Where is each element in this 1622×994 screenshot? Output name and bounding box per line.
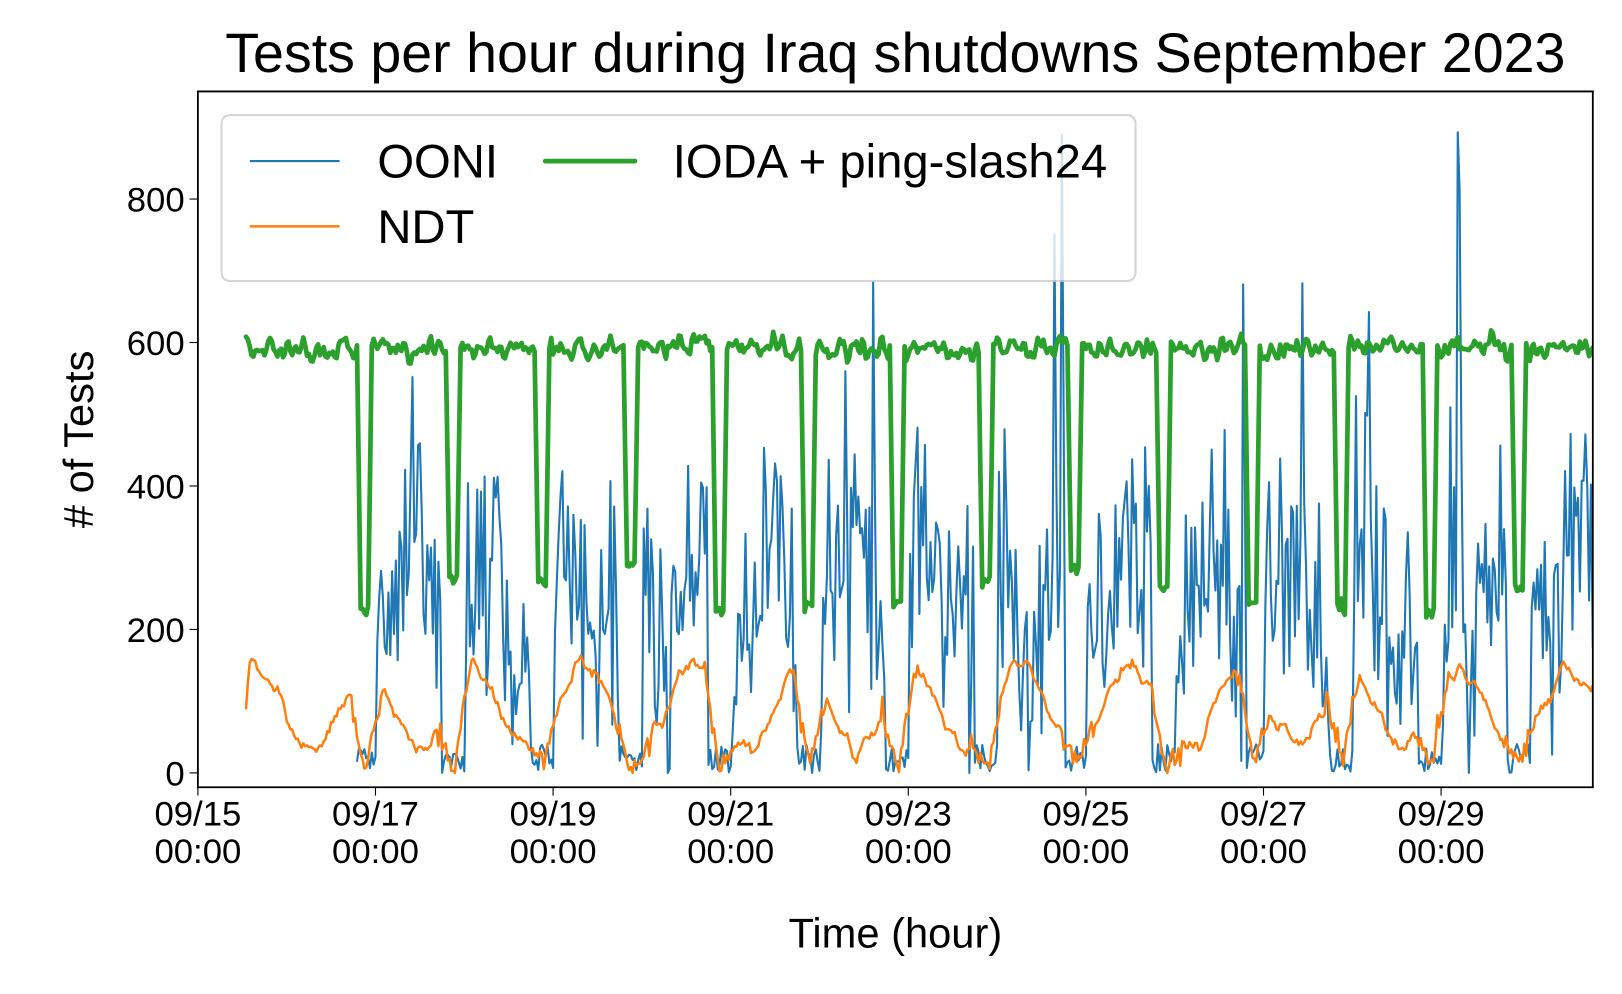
svg-text:200: 200: [127, 612, 185, 650]
svg-text:0: 0: [165, 755, 184, 793]
svg-text:400: 400: [127, 469, 185, 507]
svg-text:09/21: 09/21: [687, 796, 774, 834]
svg-text:09/15: 09/15: [154, 796, 241, 834]
svg-text:09/23: 09/23: [865, 796, 952, 834]
svg-text:Time (hour): Time (hour): [788, 910, 1002, 957]
svg-text:09/19: 09/19: [510, 796, 597, 834]
svg-text:00:00: 00:00: [154, 833, 241, 871]
svg-text:09/27: 09/27: [1220, 796, 1307, 834]
svg-text:09/25: 09/25: [1042, 796, 1129, 834]
svg-text:# of Tests: # of Tests: [55, 351, 102, 529]
svg-text:00:00: 00:00: [332, 833, 419, 871]
svg-text:00:00: 00:00: [510, 833, 597, 871]
svg-text:00:00: 00:00: [687, 833, 774, 871]
svg-text:800: 800: [127, 182, 185, 220]
svg-text:09/17: 09/17: [332, 796, 419, 834]
svg-text:00:00: 00:00: [1042, 833, 1129, 871]
svg-text:00:00: 00:00: [865, 833, 952, 871]
svg-text:09/29: 09/29: [1398, 796, 1485, 834]
svg-text:NDT: NDT: [377, 201, 474, 254]
svg-text:OONI: OONI: [377, 136, 498, 189]
svg-text:IODA + ping-slash24: IODA + ping-slash24: [673, 136, 1107, 189]
svg-text:00:00: 00:00: [1398, 833, 1485, 871]
svg-text:Tests per hour during Iraq shu: Tests per hour during Iraq shutdowns Sep…: [225, 22, 1565, 84]
svg-text:00:00: 00:00: [1220, 833, 1307, 871]
svg-text:600: 600: [127, 325, 185, 363]
